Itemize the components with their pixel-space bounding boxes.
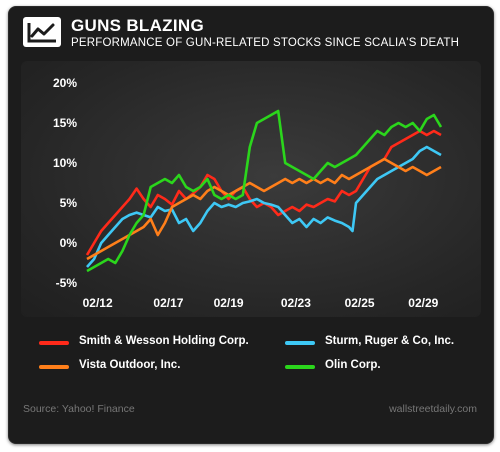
y-tick-label: 20% — [53, 76, 77, 90]
line-chart: 20% 15% 10% 5% 0% -5% 02/12 02/17 02/19 02/23 02/2… — [53, 76, 443, 310]
series-line-3 — [86, 157, 442, 261]
plot-area: 20% 15% 10% 5% 0% -5% 02/12 02/17 02/19 02/23 02/2… — [21, 61, 481, 317]
line-chart-icon — [23, 17, 61, 47]
y-tick-label: 15% — [53, 116, 77, 130]
y-tick-label: 0% — [60, 236, 78, 250]
x-tick-label: 02/19 — [214, 296, 244, 310]
brand-label: wallstreetdaily.com — [389, 403, 477, 415]
x-tick-label: 02/17 — [153, 296, 183, 310]
x-tick-label: 02/23 — [281, 296, 311, 310]
legend-swatch — [285, 341, 315, 345]
x-tick-label: 02/29 — [408, 296, 438, 310]
series-line-2 — [86, 145, 442, 268]
legend-label: Smith & Wesson Holding Corp. — [79, 335, 249, 347]
series-line-4 — [86, 109, 443, 273]
source-label: Source: Yahoo! Finance — [23, 403, 135, 415]
series-line-1 — [85, 129, 442, 256]
x-tick-label: 02/12 — [83, 296, 113, 310]
legend-label: Sturm, Ruger & Co, Inc. — [325, 335, 455, 347]
legend-swatch — [285, 365, 315, 369]
y-tick-label: 10% — [53, 156, 77, 170]
header: GUNS BLAZING PERFORMANCE OF GUN-RELATED … — [9, 7, 493, 57]
x-tick-label: 02/25 — [345, 296, 375, 310]
y-tick-label: -5% — [56, 276, 78, 290]
chart-card: GUNS BLAZING PERFORMANCE OF GUN-RELATED … — [8, 6, 494, 444]
legend-label: Vista Outdoor, Inc. — [79, 359, 181, 371]
legend-swatch — [39, 341, 69, 345]
legend: Smith & Wesson Holding Corp. Sturm, Ruger… — [9, 335, 493, 385]
y-tick-label: 5% — [60, 196, 78, 210]
legend-label: Olin Corp. — [325, 359, 381, 371]
chart-title: GUNS BLAZING — [71, 16, 204, 35]
chart-subtitle: PERFORMANCE OF GUN-RELATED STOCKS SINCE … — [71, 37, 460, 49]
legend-swatch — [39, 365, 69, 369]
